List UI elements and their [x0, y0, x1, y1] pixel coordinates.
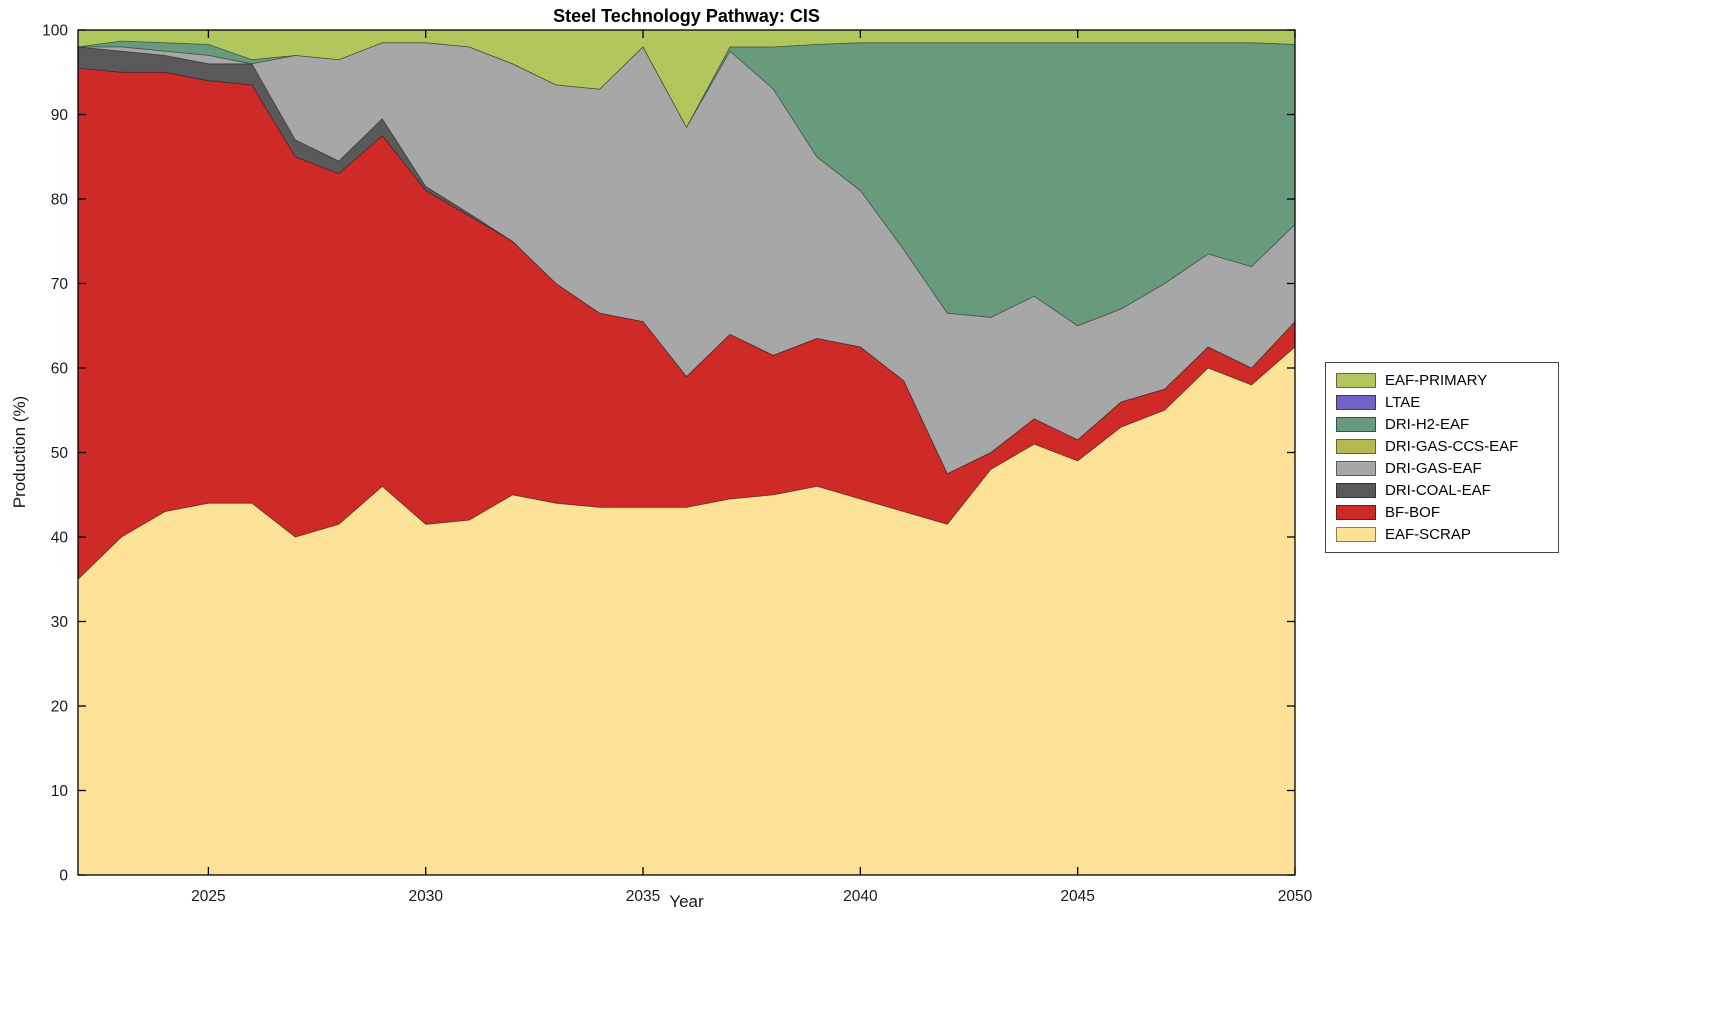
legend-item-eaf-primary: EAF-PRIMARY — [1336, 372, 1548, 389]
x-tick-label: 2040 — [843, 888, 878, 905]
legend-label: DRI-H2-EAF — [1385, 416, 1470, 433]
legend-swatch-dri-gas-eaf — [1336, 461, 1376, 476]
legend-swatch-eaf-primary — [1336, 373, 1376, 388]
x-tick-label: 2030 — [408, 888, 443, 905]
legend-item-ltae: LTAE — [1336, 394, 1548, 411]
y-tick-label: 70 — [51, 276, 69, 293]
legend-swatch-dri-coal-eaf — [1336, 483, 1376, 498]
chart-title: Steel Technology Pathway: CIS — [553, 6, 820, 26]
y-tick-label: 50 — [51, 445, 69, 462]
legend-label: EAF-PRIMARY — [1385, 372, 1488, 389]
legend-label: BF-BOF — [1385, 504, 1440, 521]
x-tick-label: 2025 — [191, 888, 225, 905]
y-tick-label: 60 — [51, 361, 69, 378]
legend-item-dri-h2-eaf: DRI-H2-EAF — [1336, 416, 1548, 433]
y-tick-label: 90 — [51, 107, 69, 124]
y-tick-label: 40 — [51, 530, 69, 547]
x-tick-label: 2045 — [1060, 888, 1094, 905]
y-axis-label: Production (%) — [10, 395, 29, 509]
y-tick-label: 20 — [51, 699, 69, 716]
legend-swatch-dri-h2-eaf — [1336, 417, 1376, 432]
y-tick-label: 100 — [42, 23, 68, 40]
y-tick-label: 30 — [51, 614, 69, 631]
legend-label: DRI-COAL-EAF — [1385, 482, 1491, 499]
y-tick-label: 0 — [59, 868, 68, 885]
legend: EAF-PRIMARY LTAE DRI-H2-EAF DRI-GAS-CCS-EAF… — [1325, 362, 1559, 553]
legend-item-dri-coal-eaf: DRI-COAL-EAF — [1336, 482, 1548, 499]
y-tick-label: 80 — [51, 192, 69, 209]
legend-item-bf-bof: BF-BOF — [1336, 504, 1548, 521]
legend-item-dri-gas-eaf: DRI-GAS-EAF — [1336, 460, 1548, 477]
x-tick-label: 2035 — [626, 888, 660, 905]
legend-swatch-dri-gas-ccs-eaf — [1336, 439, 1376, 454]
legend-swatch-bf-bof — [1336, 505, 1376, 520]
x-tick-label: 2050 — [1278, 888, 1313, 905]
legend-item-eaf-scrap: EAF-SCRAP — [1336, 526, 1548, 543]
x-axis-label: Year — [669, 892, 704, 911]
legend-label: LTAE — [1385, 394, 1421, 411]
legend-label: DRI-GAS-EAF — [1385, 460, 1482, 477]
legend-label: EAF-SCRAP — [1385, 526, 1471, 543]
legend-label: DRI-GAS-CCS-EAF — [1385, 438, 1519, 455]
legend-swatch-ltae — [1336, 395, 1376, 410]
y-tick-label: 10 — [51, 783, 69, 800]
legend-item-dri-gas-ccs-eaf: DRI-GAS-CCS-EAF — [1336, 438, 1548, 455]
legend-swatch-eaf-scrap — [1336, 527, 1376, 542]
